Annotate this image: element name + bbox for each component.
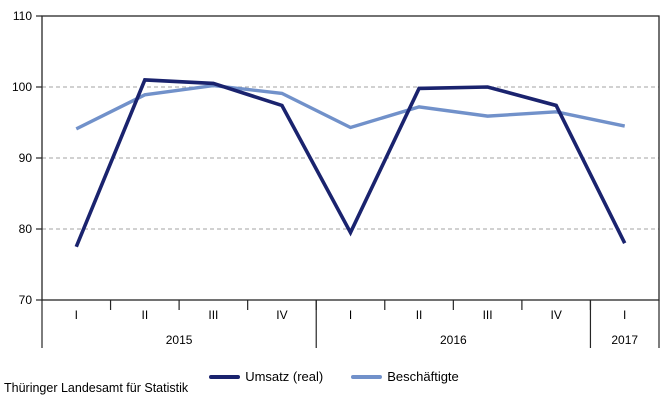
x-axis-year-label: 2016 [440, 333, 467, 347]
source-attribution: Thüringer Landesamt für Statistik [4, 381, 189, 395]
legend-label-umsatz: Umsatz (real) [245, 369, 324, 384]
x-axis-quarter-label: III [483, 308, 493, 322]
x-axis-year-label: 2017 [611, 333, 638, 347]
x-axis-quarter-label: III [208, 308, 218, 322]
y-axis-label: 100 [12, 80, 32, 94]
y-axis-label: 90 [19, 151, 33, 165]
legend-label-beschaeftigte: Beschäftigte [387, 369, 459, 384]
x-axis-quarter-label: IV [550, 308, 561, 322]
y-axis-label: 70 [19, 293, 33, 307]
legend-item-umsatz: Umsatz (real) [209, 369, 323, 384]
x-axis-quarter-label: II [141, 308, 148, 322]
umsatz-line [74, 78, 627, 248]
beschaeftigte-line-swatch-icon [351, 374, 383, 379]
x-axis-quarter-label: II [416, 308, 423, 322]
x-axis-quarter-label: I [623, 308, 626, 322]
beschaeftigte-line [75, 83, 626, 131]
y-axis-label: 110 [13, 9, 32, 23]
x-axis-quarter-label: I [349, 308, 352, 322]
x-axis-quarter-label: I [75, 308, 78, 322]
y-axis-label: 80 [19, 222, 33, 236]
umsatz-line-swatch-icon [209, 374, 241, 379]
legend-item-beschaeftigte: Beschäftigte [351, 369, 459, 384]
legend: Umsatz (real) Beschäftigte [0, 369, 668, 384]
x-axis-quarter-label: IV [276, 308, 287, 322]
x-axis-year-label: 2015 [166, 333, 193, 347]
